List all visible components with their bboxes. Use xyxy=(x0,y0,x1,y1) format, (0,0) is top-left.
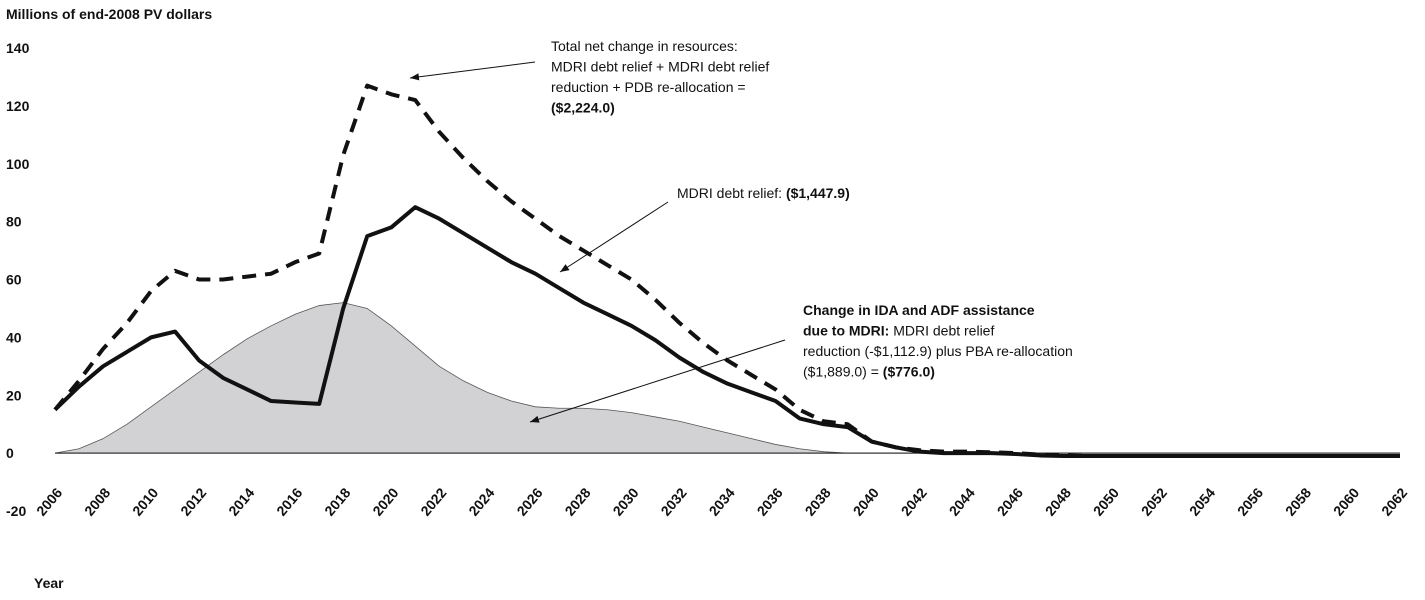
x-tick-label: 2058 xyxy=(1282,484,1314,518)
x-tick-label: 2060 xyxy=(1330,484,1362,518)
x-tick-label: 2030 xyxy=(609,484,641,518)
y-tick-label: 120 xyxy=(6,98,30,114)
y-tick-label: 60 xyxy=(6,272,22,288)
annotation-text: MDRI debt relief + MDRI debt relief xyxy=(551,59,769,75)
x-tick-label: 2020 xyxy=(369,484,401,518)
annotation-segment: reduction + PDB re-allocation = xyxy=(551,79,746,95)
annotation-segment: MDRI debt relief xyxy=(889,323,994,339)
annotation-text: Total net change in resources: xyxy=(551,38,738,54)
x-tick-label: 2048 xyxy=(1042,484,1074,518)
y-tick-label: 140 xyxy=(6,40,30,56)
x-tick-label: 2024 xyxy=(465,484,497,518)
annotation-text: ($2,224.0) xyxy=(551,100,615,116)
x-tick-label: 2022 xyxy=(417,484,449,518)
y-tick-label: 20 xyxy=(6,387,22,403)
y-axis-title: Millions of end-2008 PV dollars xyxy=(6,6,212,22)
annotation-text: reduction (-$1,112.9) plus PBA re-alloca… xyxy=(803,343,1073,359)
annotation-text: ($1,889.0) = ($776.0) xyxy=(803,364,935,380)
x-tick-label: 2028 xyxy=(561,484,593,518)
annotation-segment: MDRI debt relief: xyxy=(677,185,786,201)
annotation-segment: ($2,224.0) xyxy=(551,100,615,116)
annotation-text: Change in IDA and ADF assistance xyxy=(803,302,1035,318)
annotation-segment: ($1,889.0) = xyxy=(803,364,883,380)
x-tick-label: 2056 xyxy=(1234,484,1266,518)
dashed-line xyxy=(53,83,1400,459)
annotation-segment: reduction (-$1,112.9) plus PBA re-alloca… xyxy=(803,343,1073,359)
x-tick-label: 2016 xyxy=(273,484,305,518)
x-tick-label: 2040 xyxy=(850,484,882,518)
annotation-arrow xyxy=(409,61,536,81)
annotation-arrow xyxy=(529,339,786,423)
annotation-segment: MDRI debt relief + MDRI debt relief xyxy=(551,59,769,75)
y-tick-label: -20 xyxy=(6,503,26,519)
x-tick-label: 2054 xyxy=(1186,484,1218,518)
x-tick-label: 2052 xyxy=(1138,484,1170,518)
annotation-segment: Change in IDA and ADF assistance xyxy=(803,302,1035,318)
x-tick-label: 2026 xyxy=(513,484,545,518)
annotation-segment: Total net change in resources: xyxy=(551,38,738,54)
x-tick-label: 2034 xyxy=(706,484,738,518)
x-tick-label: 2062 xyxy=(1378,484,1410,518)
x-tick-label: 2008 xyxy=(81,484,113,518)
x-tick-label: 2038 xyxy=(802,484,834,518)
x-tick-label: 2042 xyxy=(898,484,930,518)
x-axis-title: Year xyxy=(34,575,64,591)
x-tick-label: 2036 xyxy=(754,484,786,518)
y-tick-label: 0 xyxy=(6,445,14,461)
line xyxy=(53,205,1400,459)
annotation-text: reduction + PDB re-allocation = xyxy=(551,79,746,95)
y-tick-label: 100 xyxy=(6,156,30,172)
annotation-segment: ($1,447.9) xyxy=(786,185,850,201)
x-tick-label: 2010 xyxy=(129,484,161,518)
x-tick-label: 2014 xyxy=(225,484,257,518)
annotation-text: MDRI debt relief: ($1,447.9) xyxy=(677,185,850,201)
annotation-segment: ($776.0) xyxy=(883,364,935,380)
y-tick-label: 40 xyxy=(6,329,22,345)
x-tick-label: 2006 xyxy=(33,484,65,518)
area xyxy=(54,302,1400,454)
x-tick-label: 2012 xyxy=(177,484,209,518)
x-tick-label: 2032 xyxy=(657,484,689,518)
annotation-arrow xyxy=(559,201,669,273)
x-tick-label: 2044 xyxy=(946,484,978,518)
annotation-text: due to MDRI: MDRI debt relief xyxy=(803,323,994,339)
x-tick-label: 2018 xyxy=(321,484,353,518)
y-tick-label: 80 xyxy=(6,214,22,230)
x-tick-label: 2050 xyxy=(1090,484,1122,518)
x-tick-label: 2046 xyxy=(994,484,1026,518)
annotation-segment: due to MDRI: xyxy=(803,323,889,339)
